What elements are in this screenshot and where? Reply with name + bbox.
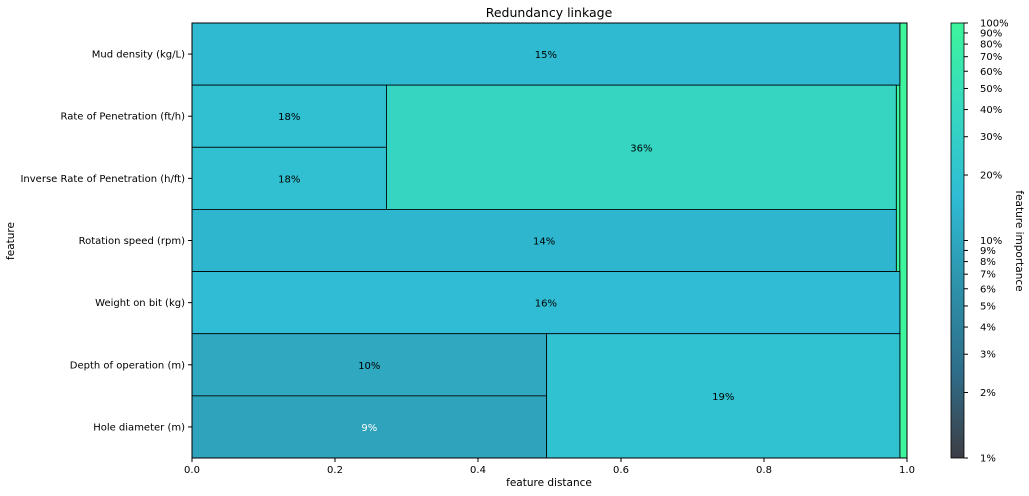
colorbar-tick-label: 6% xyxy=(980,284,996,295)
block-cell xyxy=(191,209,897,272)
x-tick-label: 0.2 xyxy=(327,465,343,476)
x-axis-label: feature distance xyxy=(506,477,592,489)
x-tick-label: 0.8 xyxy=(756,465,772,476)
block-label: 16% xyxy=(535,299,557,310)
colorbar-tick-label: 2% xyxy=(980,388,996,399)
block-cell xyxy=(191,146,387,210)
block-label: 14% xyxy=(533,237,555,248)
x-tick-label: 0.4 xyxy=(470,465,486,476)
block-cell xyxy=(191,271,901,335)
colorbar-tick-label: 50% xyxy=(980,84,1002,95)
colorbar-tick-label: 10% xyxy=(980,236,1002,247)
y-tick-label: Inverse Rate of Penetration (h/ft) xyxy=(20,174,185,185)
block-cell xyxy=(191,395,548,459)
block-cell xyxy=(191,84,387,148)
block-label: 9% xyxy=(361,423,377,434)
block-label: 10% xyxy=(358,361,380,372)
y-tick-label: Mud density (kg/L) xyxy=(92,50,185,61)
colorbar-tick-label: 8% xyxy=(980,257,996,268)
block-label: 36% xyxy=(630,143,652,154)
x-tick-label: 1.0 xyxy=(899,465,915,476)
colorbar-tick-label: 60% xyxy=(980,67,1002,78)
colorbar-tick-label: 5% xyxy=(980,301,996,312)
block-label: 19% xyxy=(712,392,734,403)
block-cell xyxy=(386,84,897,210)
colorbar-tick-label: 4% xyxy=(980,323,996,334)
colorbar-tick-label: 30% xyxy=(980,132,1002,143)
x-tick-label: 0.6 xyxy=(613,465,629,476)
y-tick-label: Weight on bit (kg) xyxy=(95,298,185,309)
block-label: 18% xyxy=(278,112,300,123)
y-tick-label: Depth of operation (m) xyxy=(70,360,185,371)
y-tick-labels: Mud density (kg/L) Rate of Penetration (f… xyxy=(20,50,192,433)
y-tick-label: Rotation speed (rpm) xyxy=(79,236,185,247)
chart-title: Redundancy linkage xyxy=(486,5,613,20)
colorbar-tick-label: 90% xyxy=(980,28,1002,39)
blocks-layer: 15% 18% 18% 36% 14% 16% 10% 9% 19% xyxy=(191,22,908,459)
colorbar-tick-label: 70% xyxy=(980,52,1002,63)
colorbar-tick-label: 100% xyxy=(980,19,1009,30)
colorbar-tick-label: 20% xyxy=(980,171,1002,182)
y-tick-label: Hole diameter (m) xyxy=(93,422,185,433)
colorbar-tick-label: 7% xyxy=(980,270,996,281)
colorbar-tick-label: 1% xyxy=(980,454,996,465)
colorbar-label: feature importance xyxy=(1013,190,1025,291)
block-cell xyxy=(191,22,901,86)
merge-strip xyxy=(899,22,908,459)
colorbar-ticks: 1% 2% 3% 4% 5% 6% 7% 8%9%10% 20% 30% 40% 50% 60% 70%8… xyxy=(964,19,1009,465)
x-tick-labels: 0.0 0.2 0.4 0.6 0.8 1.0 xyxy=(184,458,915,476)
colorbar-tick-label: 9% xyxy=(980,246,996,257)
block-label: 15% xyxy=(535,50,557,61)
y-axis-label: feature xyxy=(5,222,17,260)
colorbar-tick-label: 3% xyxy=(980,350,996,361)
colorbar-tick-label: 40% xyxy=(980,105,1002,116)
y-tick-label: Rate of Penetration (ft/h) xyxy=(60,112,185,123)
colorbar xyxy=(951,23,964,458)
block-label: 18% xyxy=(278,174,300,185)
x-tick-label: 0.0 xyxy=(184,465,200,476)
colorbar-tick-label: 80% xyxy=(980,40,1002,51)
merge-strip xyxy=(895,84,901,272)
